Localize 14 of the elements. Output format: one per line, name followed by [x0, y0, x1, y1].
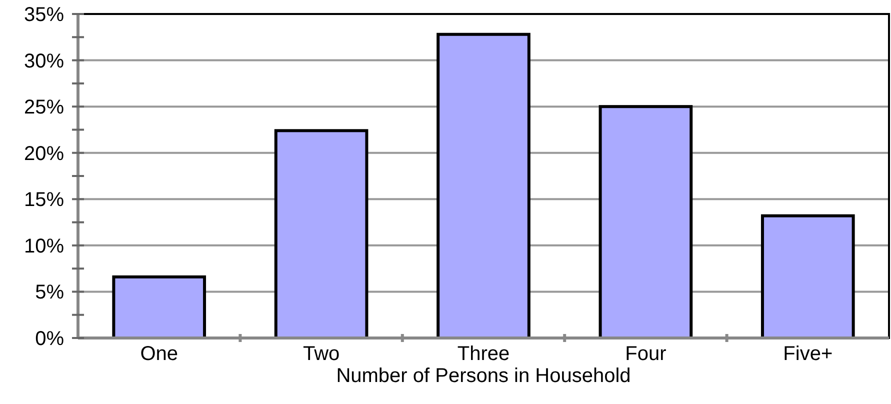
x-tick-label: Three	[457, 343, 510, 365]
y-tick-label: 25%	[24, 96, 64, 119]
y-tick-label: 15%	[24, 189, 64, 212]
y-tick-label: 20%	[24, 142, 64, 165]
x-tick-label: Five+	[783, 343, 833, 365]
x-tick-label: Four	[625, 343, 667, 365]
y-tick-label: 30%	[24, 50, 64, 72]
x-tick-label: Two	[302, 343, 340, 365]
y-tick-label: 10%	[24, 235, 64, 258]
x-axis-title: Number of Persons in Household	[336, 365, 631, 387]
x-tick-label: One	[140, 343, 178, 365]
y-tick-label: 5%	[35, 282, 64, 304]
y-tick-label: 35%	[24, 4, 64, 26]
y-tick-label: 0%	[35, 328, 64, 350]
